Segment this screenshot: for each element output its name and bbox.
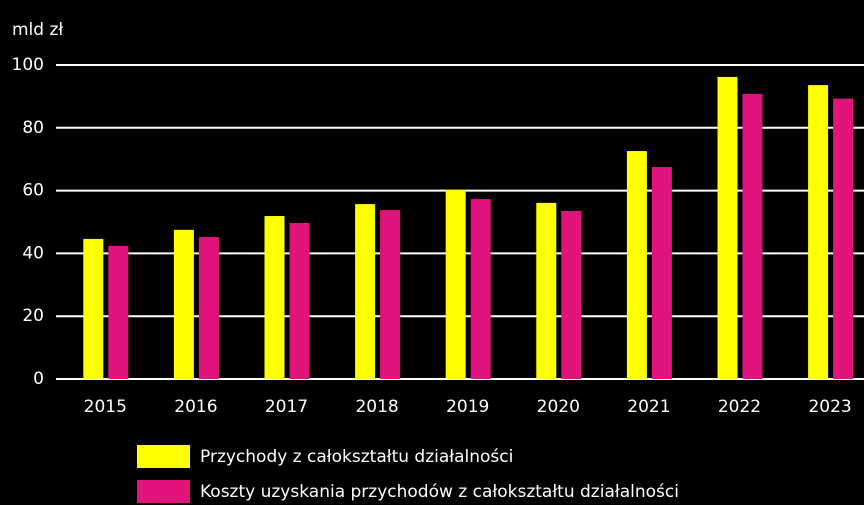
bar	[108, 245, 129, 379]
y-tick-label: 0	[33, 369, 44, 389]
legend-label: Przychody z całokształtu działalności	[200, 447, 513, 467]
x-tick-label: 2023	[808, 397, 851, 417]
legend-swatch	[137, 480, 190, 503]
x-tick-label: 2018	[355, 397, 398, 417]
bar	[445, 189, 466, 379]
bar	[380, 210, 401, 379]
bar	[470, 199, 491, 379]
x-tick-label: 2019	[446, 397, 489, 417]
bar	[651, 167, 672, 379]
y-axis-label: mld zł	[12, 20, 63, 40]
bar	[198, 237, 219, 379]
bar	[289, 222, 310, 379]
bar	[717, 76, 738, 379]
bar	[808, 85, 829, 379]
y-tick-label: 60	[22, 181, 44, 201]
y-tick-label: 80	[22, 118, 44, 138]
bar	[561, 211, 582, 379]
bar	[742, 93, 763, 379]
x-tick-label: 2017	[265, 397, 308, 417]
legend-label: Koszty uzyskania przychodów z całokształ…	[200, 482, 679, 502]
x-tick-label: 2022	[718, 397, 761, 417]
y-tick-label: 20	[22, 306, 44, 326]
legend-swatch	[137, 445, 190, 468]
bar	[626, 151, 647, 379]
bar	[536, 202, 557, 379]
y-tick-label: 100	[12, 55, 44, 75]
bar	[355, 204, 376, 379]
bar	[264, 216, 285, 379]
y-tick-label: 40	[22, 243, 44, 263]
x-tick-label: 2015	[84, 397, 127, 417]
x-tick-label: 2020	[537, 397, 580, 417]
bar	[83, 238, 104, 379]
bar	[173, 229, 194, 379]
x-tick-label: 2016	[174, 397, 217, 417]
bar	[833, 98, 854, 380]
x-tick-label: 2021	[627, 397, 670, 417]
